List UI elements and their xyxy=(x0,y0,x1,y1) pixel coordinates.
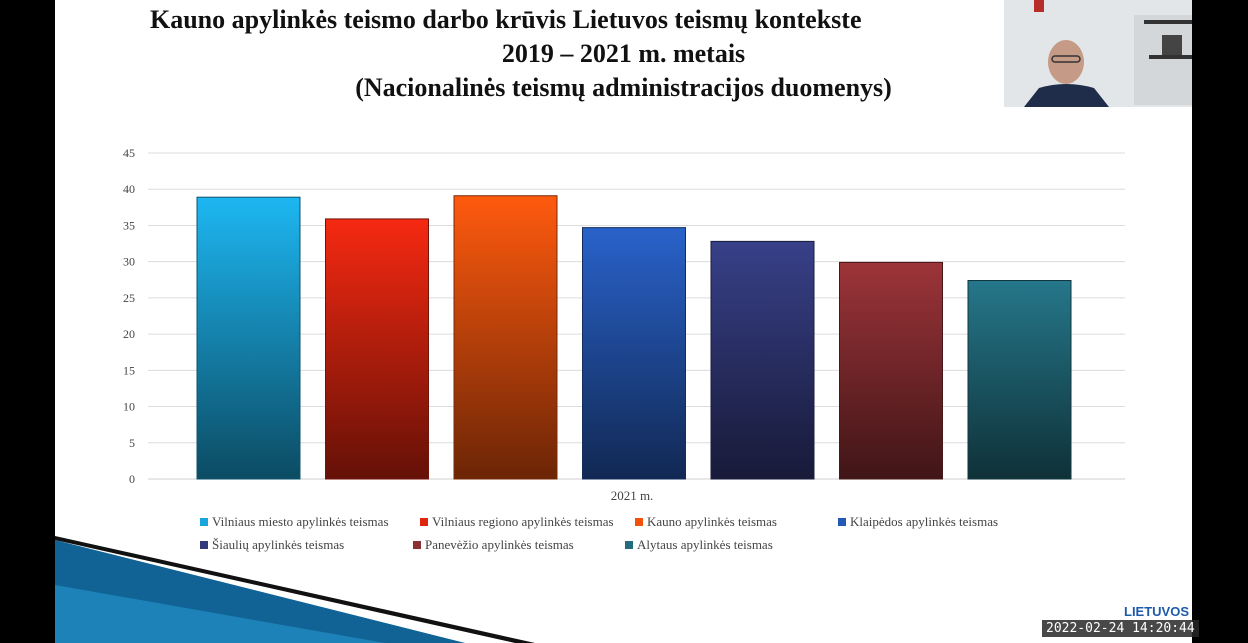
bar-3 xyxy=(454,196,557,479)
legend-label: Alytaus apylinkės teismas xyxy=(637,537,773,553)
bar-1 xyxy=(197,197,300,479)
legend-label: Šiaulių apylinkės teismas xyxy=(212,537,344,553)
legend-swatch xyxy=(200,541,208,549)
legend-item: Vilniaus miesto apylinkės teismas xyxy=(200,514,389,530)
webcam-video-overlay xyxy=(1004,0,1192,107)
legend-label: Vilniaus regiono apylinkės teismas xyxy=(432,514,614,530)
y-tick-label: 40 xyxy=(123,182,135,196)
court-logo: LIETUVOS xyxy=(1124,604,1189,619)
y-tick-label: 0 xyxy=(129,472,135,486)
legend-swatch xyxy=(200,518,208,526)
legend-swatch xyxy=(838,518,846,526)
y-tick-label: 5 xyxy=(129,436,135,450)
legend-label: Panevėžio apylinkės teismas xyxy=(425,537,574,553)
legend-swatch xyxy=(625,541,633,549)
presenter-video xyxy=(1004,0,1192,107)
legend-item: Šiaulių apylinkės teismas xyxy=(200,537,344,553)
y-tick-label: 45 xyxy=(123,146,135,160)
y-tick-label: 20 xyxy=(123,327,135,341)
bar-6 xyxy=(840,262,943,479)
bar-4 xyxy=(583,228,686,479)
legend-item: Kauno apylinkės teismas xyxy=(635,514,777,530)
legend-label: Kauno apylinkės teismas xyxy=(647,514,777,530)
legend-item: Alytaus apylinkės teismas xyxy=(625,537,773,553)
legend-label: Klaipėdos apylinkės teismas xyxy=(850,514,998,530)
y-tick-label: 15 xyxy=(123,363,135,377)
y-tick-label: 30 xyxy=(123,255,135,269)
legend-swatch xyxy=(420,518,428,526)
legend-swatch xyxy=(635,518,643,526)
legend-swatch xyxy=(413,541,421,549)
legend-item: Klaipėdos apylinkės teismas xyxy=(838,514,998,530)
legend-item: Vilniaus regiono apylinkės teismas xyxy=(420,514,614,530)
bar-5 xyxy=(711,241,814,479)
legend-label: Vilniaus miesto apylinkės teismas xyxy=(212,514,389,530)
y-tick-label: 10 xyxy=(123,400,135,414)
y-tick-label: 25 xyxy=(123,291,135,305)
y-tick-label: 35 xyxy=(123,218,135,232)
bar-7 xyxy=(968,281,1071,479)
recording-timestamp: 2022-02-24 14:20:44 xyxy=(1042,620,1199,637)
bar-2 xyxy=(326,219,429,479)
x-axis-label: 2021 m. xyxy=(611,488,654,503)
legend-item: Panevėžio apylinkės teismas xyxy=(413,537,574,553)
